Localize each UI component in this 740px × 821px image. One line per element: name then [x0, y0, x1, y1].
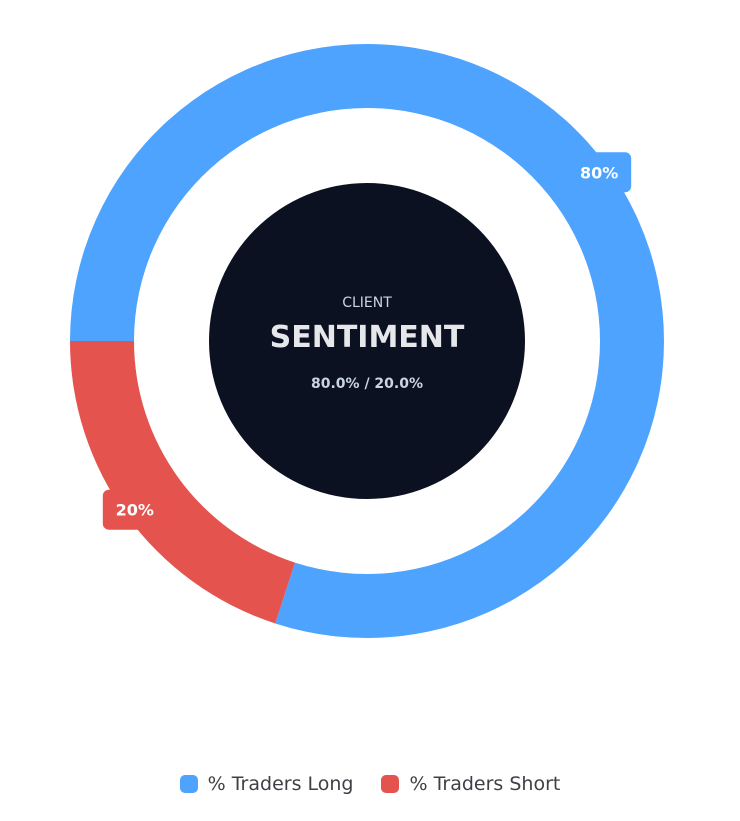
slice-badge-long: 80%	[567, 152, 632, 193]
center-values: 80.0% / 20.0%	[311, 376, 423, 392]
legend-label-short: % Traders Short	[409, 773, 561, 795]
center-subtitle: CLIENT	[342, 295, 392, 311]
legend-label-long: % Traders Long	[207, 773, 354, 795]
chart-legend: % Traders Long % Traders Short	[0, 770, 740, 798]
slice-label-short: 20%	[116, 501, 154, 520]
legend-item-long[interactable]: % Traders Long	[179, 773, 354, 795]
slice-badge-short: 20%	[102, 489, 167, 530]
slice-label-long: 80%	[580, 163, 618, 182]
slice-short[interactable]	[70, 341, 295, 624]
center-title: SENTIMENT	[270, 320, 465, 355]
chart-slices	[70, 43, 665, 638]
legend-swatch-long	[179, 775, 198, 793]
legend-swatch-short	[381, 775, 400, 793]
center-circle	[209, 183, 525, 499]
slice-badge-box-short	[102, 489, 167, 530]
legend-item-short[interactable]: % Traders Short	[381, 773, 560, 795]
slice-badge-box-long	[567, 152, 632, 193]
slice-badges: 80% 20%	[102, 152, 632, 530]
